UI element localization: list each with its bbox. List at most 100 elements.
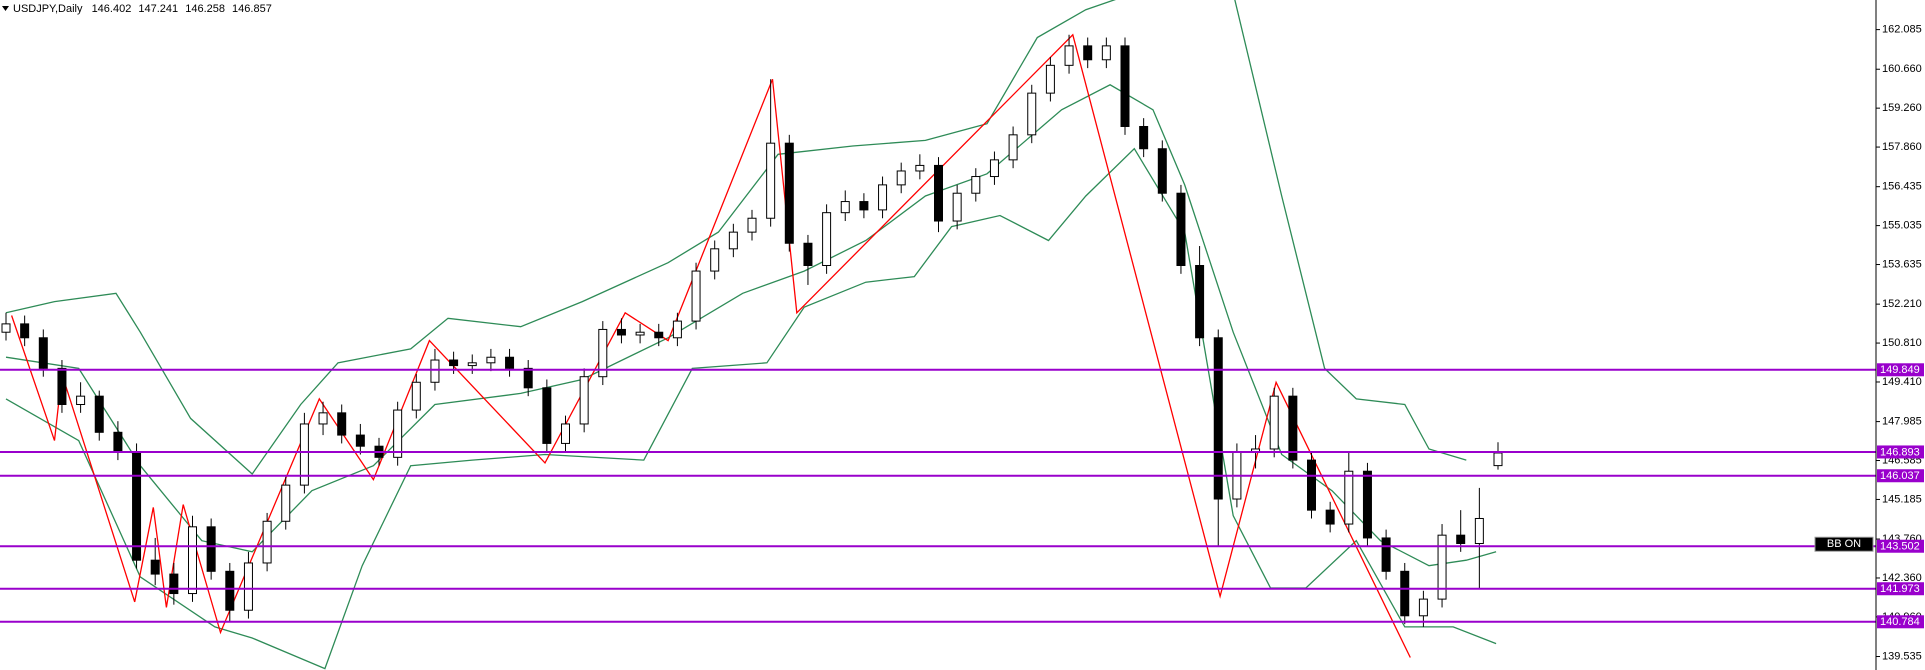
candle-body [822,212,832,266]
candle-body [393,409,403,458]
candle-body [747,217,757,233]
candle-body [38,337,48,369]
candle-body [1176,192,1186,266]
candle-body [766,142,776,219]
level-label-box [1877,363,1924,377]
candle-body [542,387,552,444]
candle-body [1045,64,1055,94]
plot-area [0,0,1876,670]
indicator-box [1814,536,1874,552]
candle-body [803,242,813,266]
symbol: USDJPY,Daily [13,3,83,15]
candle-body [1474,517,1484,545]
candle-body [467,362,477,367]
candle-body [243,562,253,611]
candle-body [486,356,496,364]
candle-body [915,164,925,172]
candle-body [225,570,235,611]
candle-body [1362,470,1372,539]
level-label: 146.037 [1880,470,1920,482]
open-value: 146.402 [92,3,132,15]
candle-body [579,376,589,425]
y-tick-label: 152.210 [1882,298,1922,310]
y-tick-label: 139.535 [1882,650,1922,662]
candle-body [784,142,794,244]
candle-body [672,320,682,339]
candle-body [20,323,30,339]
candle-body [1083,45,1093,61]
candle-body [188,526,197,595]
candle-body [505,356,515,369]
level-label-box [1877,469,1924,483]
candle-body [1008,134,1018,161]
candle-body [691,270,701,322]
y-tick-label: 162.085 [1882,24,1922,36]
y-tick-label: 160.660 [1882,63,1922,75]
overlay: 149.849 146.893 146.037 143.502 141.973 140.7… [1814,363,1924,629]
candle-body [1437,534,1447,600]
candle-body [1101,45,1111,61]
candle-body [971,176,981,194]
candle-body [989,159,999,178]
chart-header: USDJPY,Daily 146.402 147.241 146.258 146… [13,3,272,15]
candle-body [1157,148,1167,194]
candle-body [1195,264,1205,339]
candle-body [76,395,86,406]
y-tick-label: 149.410 [1882,376,1922,388]
candle-body [859,201,869,211]
band-line [5,0,1467,475]
level-label: 141.973 [1880,583,1920,595]
candle-body [840,201,850,214]
candle-body [449,359,459,367]
close-value: 146.857 [232,3,272,15]
candle-body [878,184,888,211]
candle-body [1307,459,1316,511]
y-tick-label: 145.185 [1882,493,1922,505]
candle-body [1288,395,1298,461]
candle-body [94,395,104,433]
level-label-box [1877,539,1924,553]
y-tick-label: 150.810 [1882,337,1922,349]
candle-body [728,231,738,250]
candle-body [1064,45,1074,66]
candle-body [206,526,216,572]
candle-body [1418,598,1428,617]
price-axis: 162.085 160.660 159.260 157.860 156.435 155.0… [1876,24,1922,662]
y-tick-label: 147.985 [1882,416,1922,428]
candle-body [337,412,347,436]
candle-body [952,192,962,222]
candle-body [318,412,328,425]
candle-body [1381,537,1391,572]
y-tick-label: 153.635 [1882,258,1922,270]
high-value: 147.241 [138,3,178,15]
candle-body [411,381,421,411]
candle-body [1027,92,1037,136]
candle-body [635,331,645,336]
candle-body [1344,470,1354,525]
menu-triangle[interactable] [2,6,9,11]
candle-body [150,559,160,575]
y-tick-label: 142.360 [1882,572,1922,584]
candle-body [113,431,123,453]
candle-body [1120,45,1130,127]
candle-body [598,328,608,378]
candle-body [1213,337,1223,500]
candle-body [1400,570,1410,617]
candle-body [299,423,309,486]
candle-body [169,573,179,595]
candle-body [1493,452,1503,467]
candle-body [934,164,943,222]
candle-body [1,323,11,333]
candle-body [355,434,365,447]
candle-body [430,359,440,383]
y-tick-label: 156.435 [1882,181,1922,193]
candle-body [1325,509,1335,525]
level-label-box [1877,615,1924,629]
y-tick-label: 159.260 [1882,102,1922,114]
candle-body [262,520,272,564]
candle-body [561,423,570,444]
candle-body [710,248,720,272]
y-tick-label: 155.035 [1882,220,1922,232]
